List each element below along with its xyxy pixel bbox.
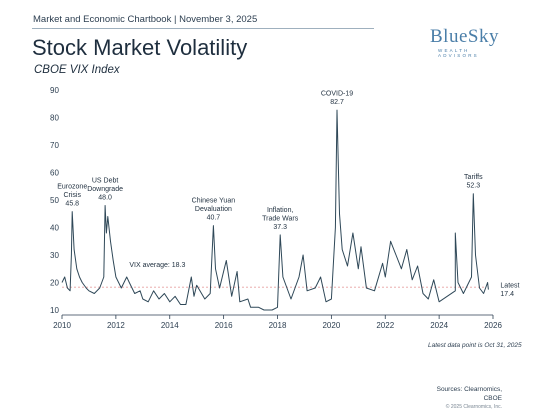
annotation-line: US Debt [92,178,119,185]
annotation-line: 45.8 [65,201,79,208]
annotation-line: Inflation, [267,207,294,214]
annotation-line: 48.0 [98,195,112,202]
sources-line-2: CBOE [483,395,502,402]
annotation-line: Downgrade [87,186,123,193]
x-tick-label: 2012 [107,321,125,330]
vix-series-line [61,109,489,311]
annotation-line: 40.7 [207,215,221,222]
annotation-line: Eurozone [57,184,87,191]
event-annotation: Latest 17.4 [500,283,519,299]
annotation-line: 37.3 [273,224,287,231]
copyright: © 2025 Clearnomics, Inc. [445,404,502,410]
x-tick-label: 2014 [161,321,179,330]
annotation-line: Crisis [63,192,81,199]
annotation-line: Trade Wars [262,215,299,222]
header-text: Market and Economic Chartbook | November… [33,14,258,25]
latest-data-footnote: Latest data point is Oct 31, 2025 [428,342,522,349]
x-tick-label: 2018 [269,321,287,330]
x-tick-label: 2016 [215,321,233,330]
y-tick-label: 80 [50,114,59,123]
annotation-line: COVID-19 [321,91,353,98]
event-annotation: US Debt Downgrade 48.0 [87,178,123,202]
event-annotation: Chinese Yuan Devaluation 40.7 [192,198,236,222]
annotation-line: Devaluation [195,206,232,213]
logo-tagline: WEALTH ADVISORS [438,48,479,58]
event-annotation: COVID-19 82.7 [321,91,353,107]
annotation-line: 82.7 [330,99,344,106]
event-annotation: Tariffs 52.3 [464,174,483,190]
y-tick-label: 40 [50,224,59,233]
y-tick-label: 90 [50,86,59,95]
annotation-line: 52.3 [467,183,481,190]
sources-note: Sources: Clearnomics, CBOE [437,385,502,403]
event-annotation: Eurozone Crisis 45.8 [57,184,87,208]
x-tick-label: 2024 [430,321,448,330]
y-tick-label: 70 [50,141,59,150]
page-title: Stock Market Volatility [32,35,248,60]
y-tick-label: 60 [50,169,59,178]
chart-subtitle: CBOE VIX Index [34,64,120,76]
annotation-line: Latest [500,283,519,290]
sources-line-1: Sources: Clearnomics, [436,386,502,393]
annotation-line: 17.4 [500,291,514,298]
annotation-line: Tariffs [464,174,483,181]
annotation-line: Chinese Yuan [192,198,236,205]
logo-wordmark: BlueSky [430,26,499,47]
y-tick-label: 20 [50,279,59,288]
x-tick-label: 2022 [376,321,394,330]
average-label: VIX average: 18.3 [129,262,185,269]
bluesky-logo: BlueSky WEALTH ADVISORS [430,26,510,58]
header-divider [32,28,374,29]
event-annotation: Inflation, Trade Wars 37.3 [262,207,299,231]
y-tick-label: 50 [50,196,59,205]
x-tick-label: 2010 [53,321,71,330]
y-tick-label: 10 [50,306,59,315]
y-tick-label: 30 [50,251,59,260]
x-tick-label: 2026 [484,321,502,330]
x-tick-label: 2020 [322,321,340,330]
